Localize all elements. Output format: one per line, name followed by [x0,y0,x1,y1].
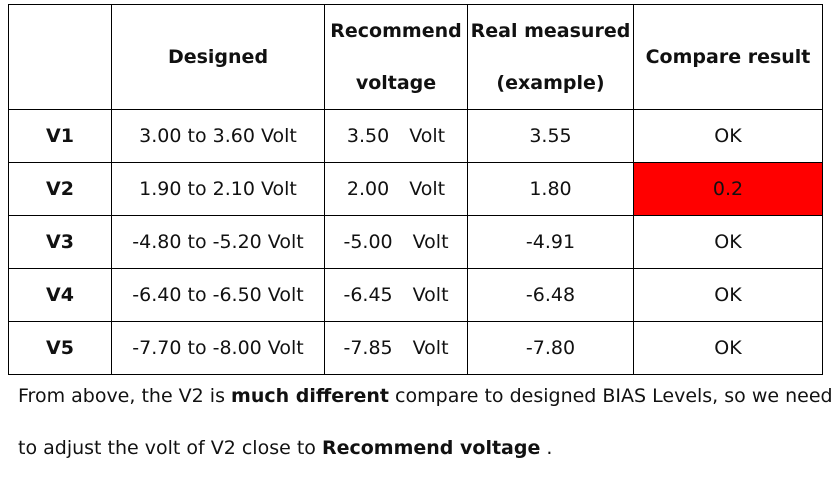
table-row: V3 -4.80 to -5.20 Volt -5.00 Volt -4.91 O… [8,215,823,269]
designed-range: -4.80 to -5.20 Volt [111,215,325,269]
recommend-value: -5.00 [343,231,393,253]
compare-result: OK [633,109,823,163]
header-compare-result: Compare result [633,4,823,110]
designed-range: -6.40 to -6.50 Volt [111,268,325,322]
recommend-voltage: 3.50 Volt [324,109,468,163]
recommend-unit: Volt [412,337,449,359]
header-recommend-line2: voltage [355,72,437,94]
measured-value: 1.80 [467,162,634,216]
note-text: From above, the V2 is [18,385,232,407]
note-text: compare to designed BIAS Levels, so we n… [389,385,833,407]
measured-value: -7.80 [467,321,634,375]
recommend-value: -7.85 [343,337,393,359]
recommend-voltage: -5.00 Volt [324,215,468,269]
measured-value: -6.48 [467,268,634,322]
table-row: V5 -7.70 to -8.00 Volt -7.85 Volt -7.80 O… [8,321,823,375]
note-emphasis: Recommend voltage [321,437,541,459]
conclusion-line-1: From above, the V2 is much different com… [18,385,833,407]
designed-range: 1.90 to 2.10 Volt [111,162,325,216]
header-measured-line1: Real measured [470,20,631,42]
note-text: to adjust the volt of V2 close to [18,437,322,459]
recommend-voltage: -7.85 Volt [324,321,468,375]
compare-result: OK [633,268,823,322]
header-designed: Designed [111,4,325,110]
recommend-value: 3.50 [346,125,390,147]
row-label: V4 [8,268,112,322]
measured-value: 3.55 [467,109,634,163]
designed-range: 3.00 to 3.60 Volt [111,109,325,163]
header-row: Designed Recommend voltage Real measured… [8,4,823,110]
row-label: V2 [8,162,112,216]
recommend-unit: Volt [409,125,446,147]
header-recommend-voltage: Recommend voltage [324,4,468,110]
recommend-voltage: -6.45 Volt [324,268,468,322]
recommend-unit: Volt [412,231,449,253]
compare-result-highlighted: 0.2 [633,162,823,216]
header-real-measured: Real measured (example) [467,4,634,110]
row-label: V3 [8,215,112,269]
header-blank [8,4,112,110]
row-label: V1 [8,109,112,163]
measured-value: -4.91 [467,215,634,269]
recommend-value: -6.45 [343,284,393,306]
designed-range: -7.70 to -8.00 Volt [111,321,325,375]
table-row: V1 3.00 to 3.60 Volt 3.50 Volt 3.55 OK [8,109,823,163]
note-text: . [540,437,553,459]
recommend-unit: Volt [412,284,449,306]
table-row: V2 1.90 to 2.10 Volt 2.00 Volt 1.80 0.2 [8,162,823,216]
compare-result: OK [633,321,823,375]
header-measured-line2: (example) [496,72,605,94]
compare-result: OK [633,215,823,269]
note-emphasis: much different [231,385,390,407]
bias-levels-table: Designed Recommend voltage Real measured… [8,4,823,375]
recommend-voltage: 2.00 Volt [324,162,468,216]
header-recommend-line1: Recommend [330,20,462,42]
recommend-value: 2.00 [346,178,390,200]
recommend-unit: Volt [409,178,446,200]
table-row: V4 -6.40 to -6.50 Volt -6.45 Volt -6.48 O… [8,268,823,322]
row-label: V5 [8,321,112,375]
conclusion-line-2: to adjust the volt of V2 close to Recomm… [18,437,552,459]
